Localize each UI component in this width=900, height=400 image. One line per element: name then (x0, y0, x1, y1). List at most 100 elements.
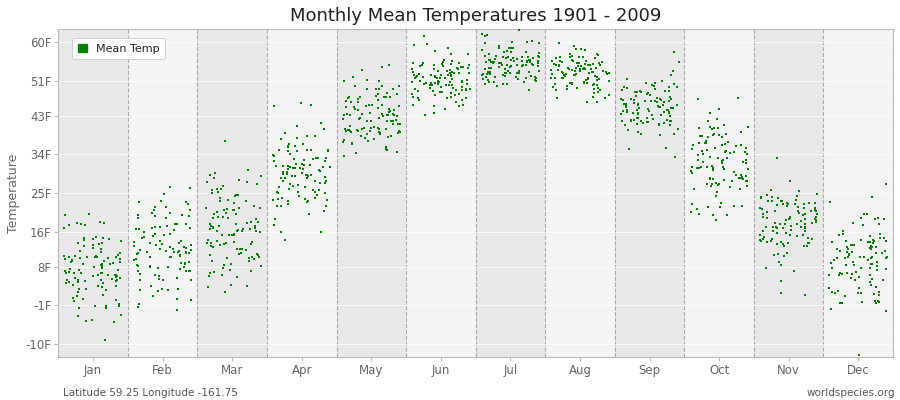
Point (460, 65, 474, 72)
Point (753, 194, 768, 200)
Point (383, 107, 398, 114)
Point (270, 189, 284, 196)
Point (578, 66, 592, 72)
Point (112, 249, 127, 256)
Point (170, 221, 184, 227)
Point (343, 123, 357, 129)
Point (736, 158, 751, 165)
Point (239, 247, 254, 253)
Point (459, 94, 473, 101)
Point (699, 181, 714, 188)
Point (205, 258, 220, 264)
Point (774, 238, 788, 245)
Point (520, 58, 535, 64)
Point (145, 210, 159, 216)
Point (652, 102, 666, 109)
Point (765, 198, 779, 204)
Point (522, 57, 536, 63)
Point (112, 303, 126, 310)
Point (137, 228, 151, 235)
Point (455, 84, 470, 90)
Point (835, 300, 850, 307)
Point (58, 256, 73, 262)
Point (444, 90, 458, 96)
Point (826, 257, 841, 264)
Point (487, 59, 501, 65)
Point (170, 296, 184, 302)
Point (204, 186, 219, 193)
Point (379, 146, 393, 152)
Point (662, 84, 677, 90)
Point (830, 254, 844, 261)
Point (839, 237, 853, 244)
Point (530, 52, 544, 59)
Point (620, 107, 634, 113)
Point (549, 94, 563, 101)
Point (796, 212, 810, 218)
Point (770, 225, 784, 231)
Point (150, 265, 165, 271)
Point (252, 254, 266, 261)
Point (113, 256, 128, 262)
Point (95, 284, 110, 290)
Point (852, 274, 867, 281)
Point (298, 196, 312, 202)
Point (729, 171, 743, 178)
Point (572, 60, 586, 66)
Point (248, 216, 263, 222)
Point (148, 272, 163, 278)
Point (528, 77, 543, 83)
Legend: Mean Temp: Mean Temp (72, 38, 165, 59)
Point (461, 51, 475, 57)
Point (277, 129, 292, 136)
Point (343, 112, 357, 118)
Point (856, 222, 870, 228)
Point (572, 66, 587, 72)
Point (297, 157, 311, 163)
Point (364, 124, 378, 131)
Point (433, 75, 447, 81)
Point (392, 102, 406, 109)
Point (709, 189, 724, 196)
Point (426, 88, 440, 94)
Point (440, 68, 454, 74)
Point (662, 97, 676, 104)
Point (571, 63, 585, 69)
Point (699, 147, 714, 154)
Point (271, 196, 285, 202)
Point (711, 182, 725, 188)
Point (382, 108, 396, 115)
Point (184, 242, 198, 248)
Point (644, 98, 658, 104)
Point (275, 195, 290, 201)
Point (832, 232, 846, 238)
Point (576, 78, 590, 85)
Point (869, 250, 884, 256)
Point (518, 49, 533, 56)
Point (798, 228, 813, 234)
Point (217, 241, 231, 247)
Point (860, 239, 875, 245)
Bar (684, 29, 754, 357)
Point (662, 88, 676, 94)
Y-axis label: Temperature: Temperature (7, 154, 20, 233)
Point (631, 111, 645, 117)
Point (635, 120, 650, 126)
Point (158, 248, 173, 254)
Point (294, 170, 309, 177)
Point (772, 221, 787, 227)
Point (291, 182, 305, 188)
Point (659, 144, 673, 151)
Point (504, 62, 518, 69)
Point (620, 85, 634, 92)
Point (784, 223, 798, 229)
Point (405, 66, 419, 72)
Point (375, 111, 390, 117)
Point (592, 76, 607, 82)
Point (132, 199, 147, 205)
Point (304, 172, 319, 179)
Point (428, 48, 443, 54)
Point (207, 175, 221, 182)
Point (172, 240, 186, 246)
Point (232, 177, 247, 184)
